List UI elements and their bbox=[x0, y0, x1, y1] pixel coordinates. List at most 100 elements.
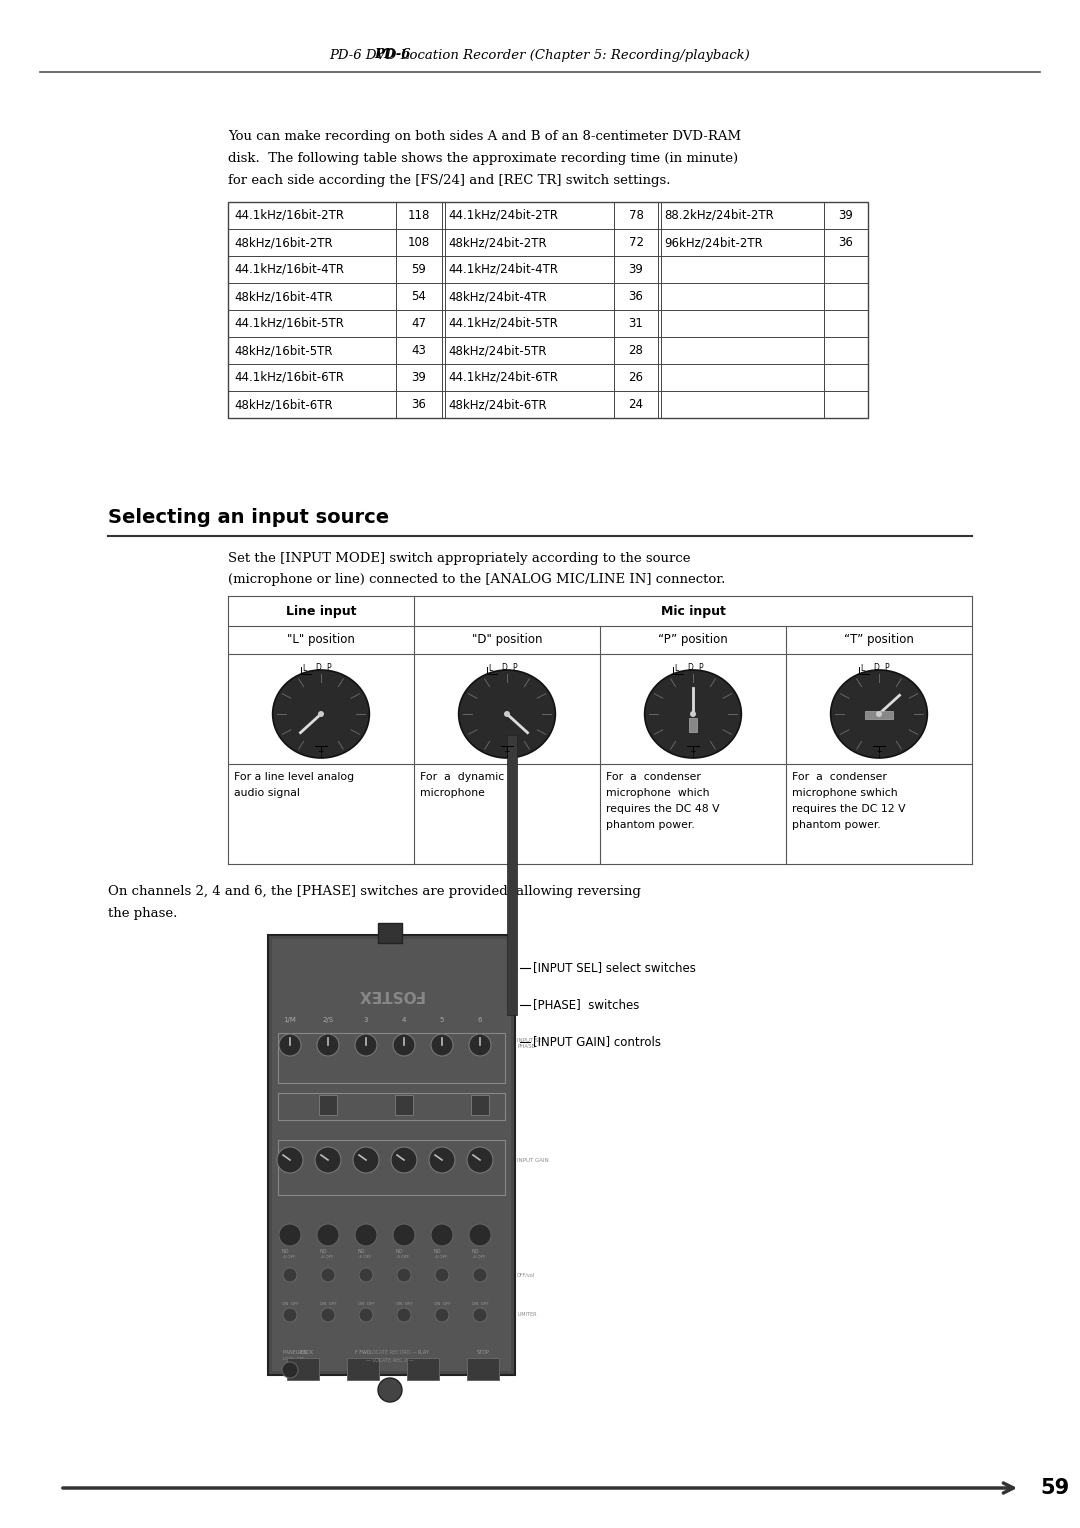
Ellipse shape bbox=[391, 1148, 417, 1174]
Text: ON  OFF: ON OFF bbox=[434, 1302, 450, 1306]
Text: T: T bbox=[691, 752, 696, 761]
Bar bbox=[287, 1358, 319, 1380]
Text: 5: 5 bbox=[440, 1018, 444, 1024]
Text: 48kHz/16bit-4TR: 48kHz/16bit-4TR bbox=[234, 290, 333, 303]
Text: PD-6: PD-6 bbox=[374, 49, 410, 61]
Text: 44.1kHz/24bit-2TR: 44.1kHz/24bit-2TR bbox=[448, 209, 558, 222]
Ellipse shape bbox=[272, 669, 369, 758]
Ellipse shape bbox=[469, 1224, 491, 1245]
Text: 44.1kHz/24bit-6TR: 44.1kHz/24bit-6TR bbox=[448, 371, 558, 384]
Circle shape bbox=[876, 711, 882, 717]
Text: microphone: microphone bbox=[420, 788, 485, 798]
Text: — LOCATE RECORD —: — LOCATE RECORD — bbox=[363, 1351, 417, 1355]
Text: D: D bbox=[315, 663, 321, 672]
Text: 44.1kHz/24bit-5TR: 44.1kHz/24bit-5TR bbox=[448, 316, 558, 330]
Ellipse shape bbox=[473, 1268, 487, 1282]
Text: F FWD: F FWD bbox=[355, 1351, 370, 1355]
Text: You can make recording on both sides A and B of an 8-centimeter DVD-RAM: You can make recording on both sides A a… bbox=[228, 130, 741, 144]
Ellipse shape bbox=[397, 1268, 411, 1282]
Text: NO: NO bbox=[472, 1248, 480, 1254]
Text: ON  OFF: ON OFF bbox=[472, 1302, 489, 1306]
Text: STOP: STOP bbox=[476, 1351, 489, 1355]
Text: D: D bbox=[873, 663, 879, 672]
Text: D: D bbox=[501, 663, 507, 672]
Text: NO: NO bbox=[434, 1248, 442, 1254]
Bar bbox=[395, 1096, 413, 1115]
Ellipse shape bbox=[359, 1308, 373, 1322]
Text: 118: 118 bbox=[408, 209, 430, 222]
Text: "D" position: "D" position bbox=[472, 634, 542, 646]
Text: Selecting an input source: Selecting an input source bbox=[108, 507, 389, 527]
Text: T: T bbox=[504, 752, 510, 761]
Text: P: P bbox=[326, 663, 332, 672]
Text: NO: NO bbox=[357, 1248, 365, 1254]
Text: L: L bbox=[488, 665, 492, 672]
Text: 3: 3 bbox=[364, 1018, 368, 1024]
Text: PLAY: PLAY bbox=[417, 1351, 429, 1355]
Text: REN: REN bbox=[298, 1351, 308, 1355]
Text: Line input: Line input bbox=[286, 605, 356, 617]
Text: On channels 2, 4 and 6, the [PHASE] switches are provided, allowing reversing: On channels 2, 4 and 6, the [PHASE] swit… bbox=[108, 885, 640, 898]
Text: OFF/vol: OFF/vol bbox=[517, 1273, 535, 1277]
Text: 48kHz/24bit-4TR: 48kHz/24bit-4TR bbox=[448, 290, 546, 303]
Text: L: L bbox=[860, 665, 864, 672]
Text: “P” position: “P” position bbox=[658, 634, 728, 646]
Text: 28: 28 bbox=[629, 344, 644, 358]
Text: P: P bbox=[885, 663, 889, 672]
Text: 39: 39 bbox=[411, 371, 427, 384]
Text: [INPUT GAIN] controls: [INPUT GAIN] controls bbox=[534, 1036, 661, 1048]
Text: For  a  condenser: For a condenser bbox=[606, 772, 701, 782]
Text: 48kHz/24bit-6TR: 48kHz/24bit-6TR bbox=[448, 397, 546, 411]
Ellipse shape bbox=[459, 669, 555, 758]
Text: 44.1kHz/16bit-4TR: 44.1kHz/16bit-4TR bbox=[234, 263, 345, 277]
Bar bbox=[347, 1358, 379, 1380]
Text: ON  OFF: ON OFF bbox=[357, 1302, 375, 1306]
Text: 31: 31 bbox=[629, 316, 644, 330]
Ellipse shape bbox=[318, 1224, 339, 1245]
Text: — LOCATE REC 2 —: — LOCATE REC 2 — bbox=[366, 1358, 414, 1363]
Text: INPUT GAIN: INPUT GAIN bbox=[517, 1158, 549, 1163]
Text: 48kHz/16bit-5TR: 48kHz/16bit-5TR bbox=[234, 344, 333, 358]
Text: [INPUT SEL] select switches: [INPUT SEL] select switches bbox=[534, 961, 696, 975]
Text: -6 OFF: -6 OFF bbox=[357, 1254, 372, 1259]
Text: PANEL LOCK: PANEL LOCK bbox=[283, 1351, 313, 1355]
Bar bbox=[278, 1033, 505, 1083]
Ellipse shape bbox=[429, 1148, 455, 1174]
Text: -6 OFF: -6 OFF bbox=[282, 1254, 295, 1259]
Text: 88.2kHz/24bit-2TR: 88.2kHz/24bit-2TR bbox=[664, 209, 773, 222]
Ellipse shape bbox=[283, 1308, 297, 1322]
Text: 44.1kHz/16bit-5TR: 44.1kHz/16bit-5TR bbox=[234, 316, 343, 330]
Text: 48kHz/16bit-6TR: 48kHz/16bit-6TR bbox=[234, 397, 333, 411]
Text: 48kHz/16bit-2TR: 48kHz/16bit-2TR bbox=[234, 235, 333, 249]
Bar bbox=[268, 935, 515, 1375]
Bar bbox=[689, 718, 697, 732]
Text: phantom power.: phantom power. bbox=[792, 821, 881, 830]
Text: 36: 36 bbox=[838, 235, 853, 249]
Bar bbox=[319, 1096, 337, 1115]
Ellipse shape bbox=[467, 1148, 492, 1174]
Ellipse shape bbox=[435, 1268, 449, 1282]
Text: 59: 59 bbox=[1040, 1478, 1069, 1497]
Ellipse shape bbox=[318, 1034, 339, 1056]
Text: LIMITER: LIMITER bbox=[517, 1313, 537, 1317]
Text: -6 OFF: -6 OFF bbox=[434, 1254, 447, 1259]
Bar bbox=[507, 735, 517, 1015]
Text: for each side according the [FS/24] and [REC TR] switch settings.: for each side according the [FS/24] and … bbox=[228, 174, 671, 186]
Text: -6 OFF: -6 OFF bbox=[320, 1254, 334, 1259]
Text: 78: 78 bbox=[629, 209, 644, 222]
Text: 59: 59 bbox=[411, 263, 427, 277]
Ellipse shape bbox=[355, 1224, 377, 1245]
Text: T: T bbox=[319, 752, 323, 761]
Text: For  a  dynamic: For a dynamic bbox=[420, 772, 504, 782]
Text: microphone swhich: microphone swhich bbox=[792, 788, 897, 798]
Text: 72: 72 bbox=[629, 235, 644, 249]
Ellipse shape bbox=[435, 1308, 449, 1322]
Ellipse shape bbox=[831, 669, 928, 758]
Ellipse shape bbox=[321, 1308, 335, 1322]
Ellipse shape bbox=[276, 1148, 303, 1174]
Text: NO: NO bbox=[396, 1248, 404, 1254]
Text: the phase.: the phase. bbox=[108, 908, 177, 920]
Text: -6 OFF: -6 OFF bbox=[472, 1254, 485, 1259]
Bar bbox=[467, 1358, 499, 1380]
Text: 6: 6 bbox=[477, 1018, 483, 1024]
